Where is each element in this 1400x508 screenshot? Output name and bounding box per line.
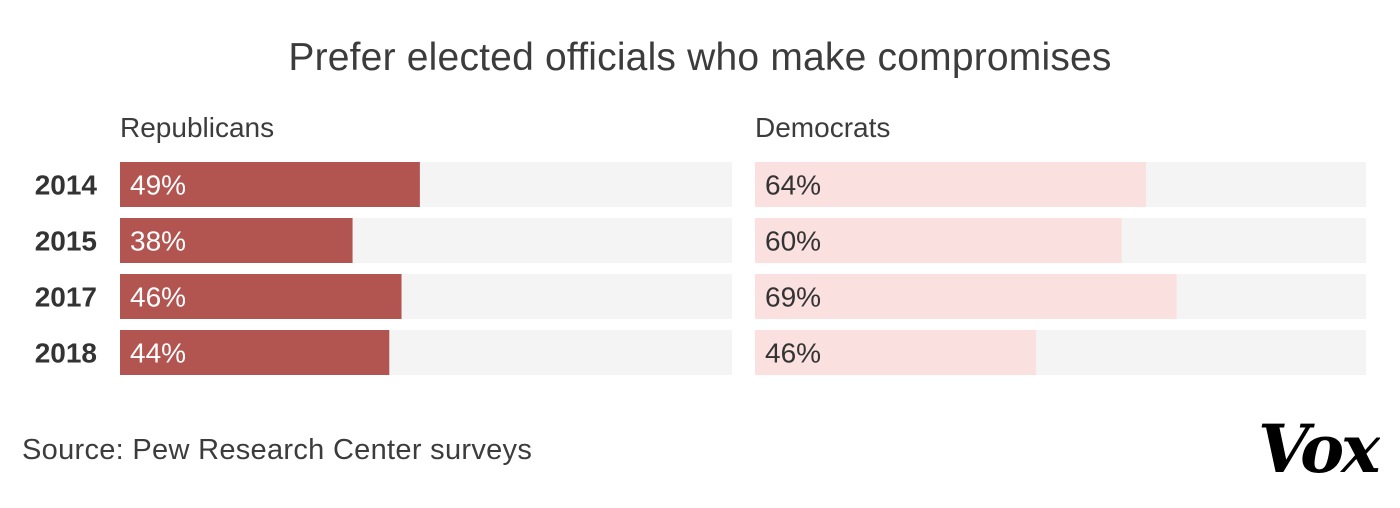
data-label-republicans-2017: 46%	[130, 282, 186, 313]
bar-democrats-2017	[755, 274, 1177, 319]
year-label-2018: 2018	[35, 338, 97, 369]
year-label-2017: 2017	[35, 282, 97, 313]
data-label-democrats-2017: 69%	[765, 282, 821, 313]
year-label-2014: 2014	[35, 170, 98, 201]
source-note: Source: Pew Research Center surveys	[22, 434, 533, 466]
bar-democrats-2014	[755, 162, 1147, 207]
bar-chart: 2014 49% 64% 2015 38% 60% 2017 46% 69% 2018 44% 46%	[35, 162, 1366, 375]
data-label-democrats-2018: 46%	[765, 338, 821, 369]
data-label-republicans-2015: 38%	[130, 226, 186, 257]
bar-democrats-2018	[755, 330, 1037, 375]
svg-text:Vox: Vox	[1258, 410, 1380, 480]
bar-republicans-2018	[120, 330, 390, 375]
series-label-democrats: Democrats	[755, 112, 891, 143]
series-label-republicans: Republicans	[120, 112, 275, 143]
data-label-republicans-2014: 49%	[130, 170, 186, 201]
year-label-2015: 2015	[35, 226, 97, 257]
bar-republicans-2014	[120, 162, 420, 207]
bar-republicans-2017	[120, 274, 402, 319]
bar-democrats-2015	[755, 218, 1122, 263]
vox-logo: Vox	[1258, 410, 1380, 480]
chart-title: Prefer elected officials who make compro…	[288, 36, 1112, 79]
bar-republicans-2015	[120, 218, 353, 263]
data-label-democrats-2014: 64%	[765, 170, 821, 201]
data-label-republicans-2018: 44%	[130, 338, 186, 369]
data-label-democrats-2015: 60%	[765, 226, 821, 257]
